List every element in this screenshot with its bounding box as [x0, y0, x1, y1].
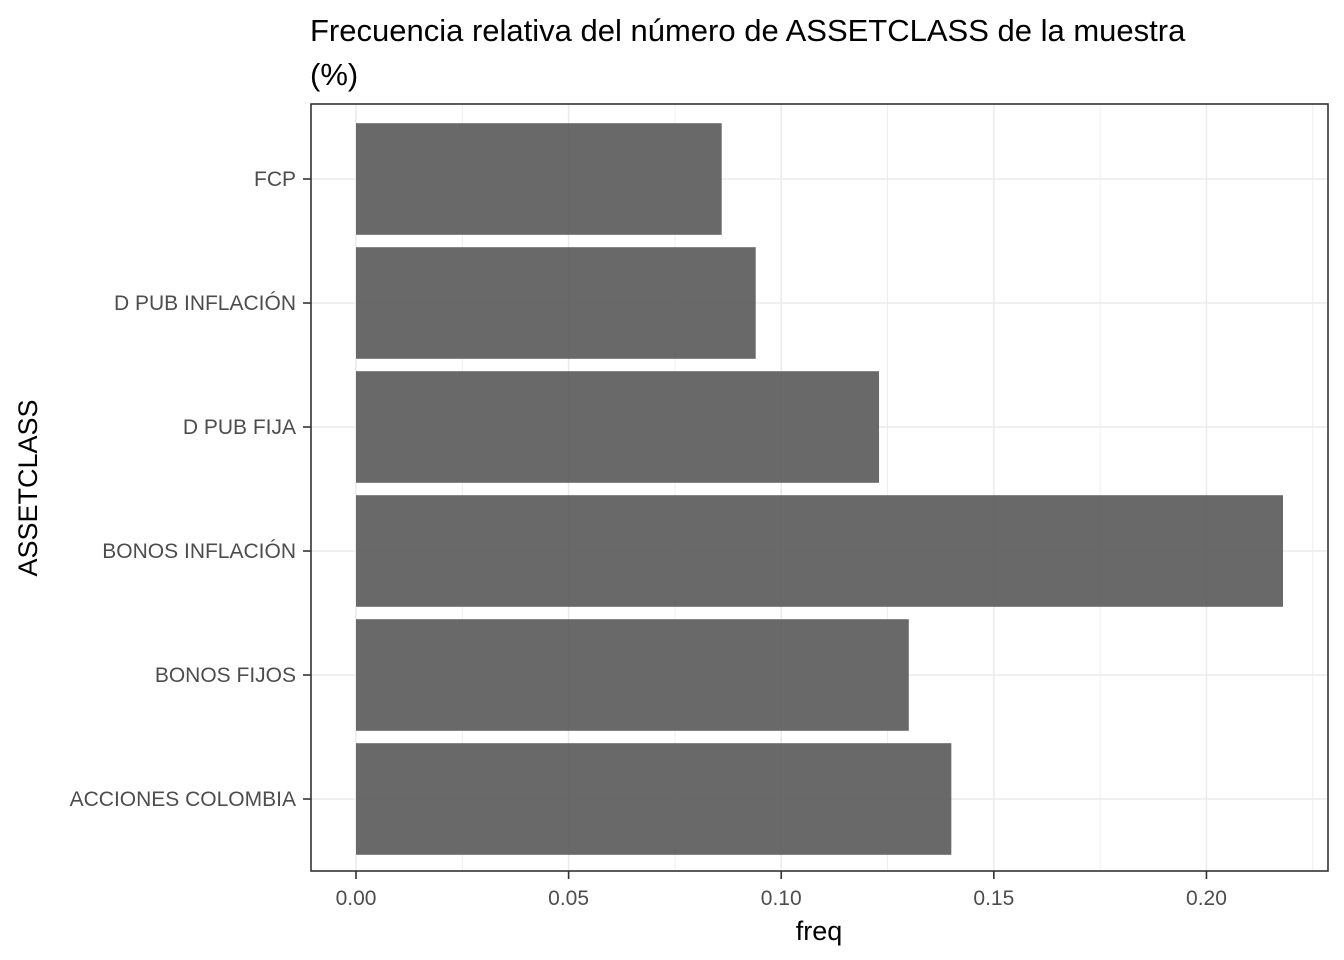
- y-axis-title: ASSETCLASS: [13, 399, 43, 576]
- x-axis: 0.00 0.05 0.10 0.15 0.20: [336, 871, 1227, 910]
- chart-subtitle: (%): [310, 57, 358, 92]
- bar: [356, 743, 952, 855]
- panel-border: [310, 103, 1329, 872]
- y-tick-label: D PUB INFLACIÓN: [114, 292, 296, 315]
- bars: [356, 123, 1283, 855]
- x-tick-label: 0.05: [548, 887, 589, 910]
- x-tick-label: 0.10: [761, 887, 802, 910]
- bar: [356, 247, 756, 359]
- bar: [356, 123, 722, 235]
- x-tick-label: 0.00: [336, 887, 377, 910]
- x-tick-label: 0.20: [1186, 887, 1227, 910]
- bar: [356, 495, 1283, 607]
- bar: [356, 619, 909, 731]
- chart-title: Frecuencia relativa del número de ASSETC…: [310, 13, 1186, 48]
- y-tick-label: BONOS FIJOS: [155, 664, 296, 687]
- y-axis: ACCIONES COLOMBIA BONOS FIJOS BONOS INFLAC…: [70, 168, 311, 811]
- y-tick-label: D PUB FIJA: [183, 416, 296, 439]
- y-tick-label: BONOS INFLACIÓN: [102, 540, 296, 563]
- plot-panel: [310, 103, 1329, 872]
- x-tick-label: 0.15: [973, 887, 1014, 910]
- x-axis-title: freq: [796, 916, 843, 946]
- y-tick-label: FCP: [254, 168, 296, 191]
- bar: [356, 371, 880, 483]
- y-tick-label: ACCIONES COLOMBIA: [70, 788, 296, 811]
